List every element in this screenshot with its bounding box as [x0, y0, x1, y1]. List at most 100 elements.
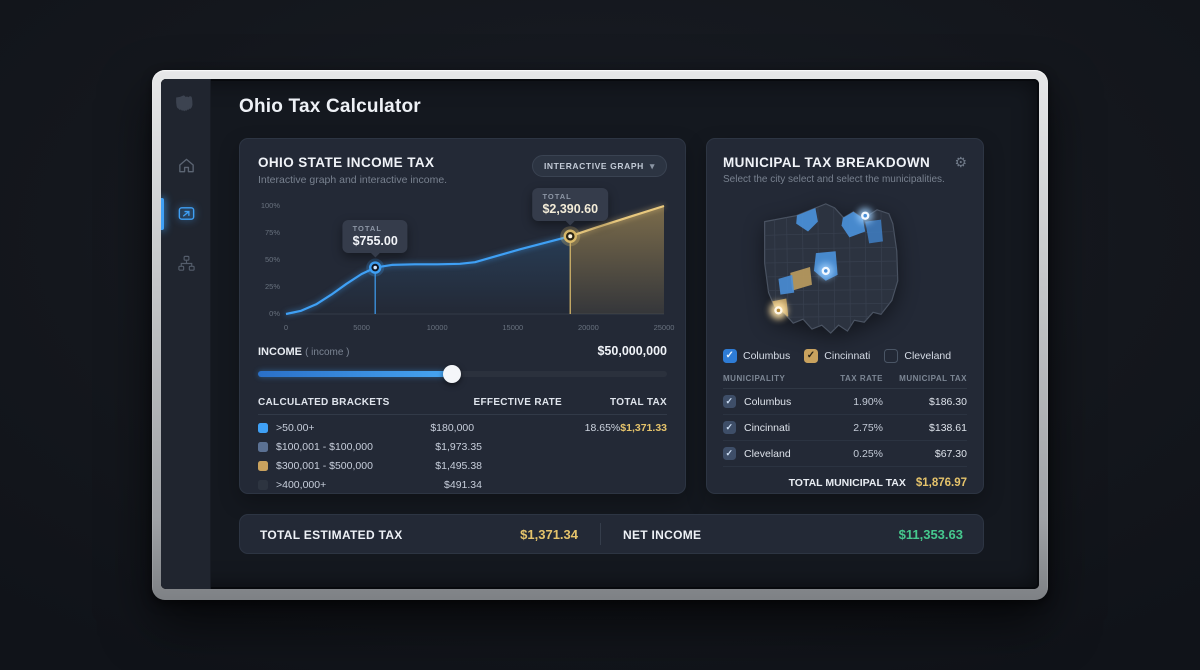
bracket-row: $300,001 - $500,000 $1,495.38: [258, 460, 667, 472]
y-tick: 75%: [264, 228, 280, 237]
tax-rate-value: 2.75%: [853, 421, 883, 434]
municipal-row-columbus: Columbus 1.90% $186.30: [723, 389, 967, 415]
city-marker-cleveland[interactable]: [857, 207, 874, 224]
summary-divider: [600, 523, 601, 545]
row-checkbox[interactable]: [723, 395, 736, 408]
bracket-swatch: [258, 423, 268, 433]
filter-label: Columbus: [743, 350, 791, 362]
checkbox-cincinnati[interactable]: [804, 349, 819, 363]
y-tick: 0%: [269, 309, 280, 318]
municipal-tax-value: $67.30: [934, 447, 967, 460]
bracket-amount: $491.34: [444, 479, 482, 491]
slider-track[interactable]: [258, 371, 667, 377]
active-nav-indicator: [161, 198, 164, 230]
brackets-header-row: CALCULATED BRACKETS EFFECTIVE RATE TOTAL…: [258, 397, 667, 415]
municipal-tax-value: $138.61: [929, 421, 967, 434]
bracket-label: >50.00+: [276, 422, 315, 434]
municipal-tax-card: MUNICIPAL TAX BREAKDOWN Select the city …: [706, 138, 984, 494]
gear-icon[interactable]: ⚙: [954, 154, 967, 170]
y-tick: 100%: [260, 201, 280, 210]
income-label: INCOME ( income ): [258, 346, 350, 358]
filter-label: Cincinnati: [824, 350, 871, 362]
municipal-total-label: TOTAL MUNICIPAL TAX: [788, 477, 906, 489]
chart-marker-blue[interactable]: [366, 258, 385, 314]
bracket-row: >400,000+ $491.34: [258, 479, 667, 491]
municipal-card-title: MUNICIPAL TAX BREAKDOWN: [723, 155, 931, 170]
summary-bar: TOTAL ESTIMATED TAX $1,371.34 NET INCOME…: [239, 514, 984, 554]
y-tick: 50%: [264, 255, 280, 264]
slider-thumb[interactable]: [443, 365, 462, 383]
hierarchy-icon: [177, 255, 195, 271]
row-checkbox[interactable]: [723, 421, 736, 434]
y-tick: 25%: [264, 282, 280, 291]
tax-rate-header: TAX RATE: [840, 374, 883, 383]
chevron-down-icon: ▾: [649, 161, 655, 171]
effective-rate-value: 18.65%: [584, 422, 621, 434]
row-checkbox[interactable]: [723, 447, 736, 460]
filter-cincinnati[interactable]: Cincinnati: [804, 349, 870, 363]
chart-x-axis: 0 5000 10000 15000 20000 25000: [284, 320, 675, 334]
ohio-state-logo: [176, 95, 193, 112]
tooltip-value: $2,390.60: [542, 202, 599, 217]
chart-y-axis: 100% 75% 50% 25% 0%: [258, 200, 286, 320]
bracket-swatch: [258, 480, 268, 490]
chart-marker-gold[interactable]: [560, 226, 581, 314]
total-tax-header: TOTAL TAX: [610, 397, 667, 408]
municipal-total-row: TOTAL MUNICIPAL TAX $1,876.97: [723, 477, 967, 489]
bracket-label: $100,001 - $100,000: [276, 441, 373, 453]
municipal-row-cleveland: Cleveland 0.25% $67.30: [723, 441, 967, 467]
tax-rate-value: 0.25%: [853, 447, 883, 460]
slider-fill: [258, 371, 453, 377]
bracket-swatch: [258, 461, 268, 471]
bracket-row: $100,001 - $100,000 $1,973.35: [258, 441, 667, 453]
sidebar-item-calculator[interactable]: [174, 201, 198, 225]
ohio-map[interactable]: [723, 191, 967, 341]
city-marker-columbus[interactable]: [817, 263, 834, 279]
state-card-title: OHIO STATE INCOME TAX: [258, 155, 435, 170]
chart-tooltip-gold: TOTAL $2,390.60: [532, 188, 609, 222]
bracket-label: >400,000+: [276, 479, 327, 491]
municipality-name: Cleveland: [744, 447, 791, 460]
checkbox-columbus[interactable]: [723, 349, 737, 363]
tooltip-label: TOTAL: [542, 192, 572, 202]
tooltip-value: $755.00: [352, 233, 398, 248]
gold-tax-line: [569, 204, 665, 238]
graph-mode-label: INTERACTIVE GRAPH: [543, 161, 644, 171]
filter-columbus[interactable]: Columbus: [723, 349, 790, 363]
sidebar-item-hierarchy[interactable]: [174, 251, 198, 275]
net-income-value: $11,353.63: [898, 526, 963, 542]
tax-rate-value: 1.90%: [853, 395, 883, 408]
bracket-label: $300,001 - $500,000: [276, 460, 373, 472]
total-tax-value: $1,371.33: [620, 422, 667, 434]
filter-cleveland[interactable]: Cleveland: [884, 349, 951, 363]
municipal-table-header: MUNICIPALITY TAX RATE MUNICIPAL TAX: [723, 374, 967, 389]
chart-plot-area[interactable]: TOTAL $755.00 TOTAL $2,390.60: [285, 188, 665, 320]
x-tick: 20000: [577, 323, 599, 332]
municipality-header: MUNICIPALITY: [723, 374, 786, 383]
brackets-header: CALCULATED BRACKETS: [258, 397, 390, 408]
bracket-row: >50.00+ $180,000 18.65% $1,371.33: [258, 422, 667, 434]
city-marker-cincinnati[interactable]: [769, 301, 788, 320]
income-slider[interactable]: [258, 365, 667, 383]
bracket-amount: $180,000: [430, 422, 475, 434]
total-estimated-tax-value: $1,371.34: [520, 526, 578, 542]
bracket-swatch: [258, 442, 268, 452]
chart-tooltip-blue: TOTAL $755.00: [342, 219, 408, 253]
tooltip-label: TOTAL: [352, 223, 382, 233]
sidebar-item-home[interactable]: [174, 153, 198, 177]
home-icon: [178, 158, 194, 172]
bracket-amount: $1,973.35: [435, 441, 482, 453]
x-tick: 25000: [653, 323, 675, 332]
net-income-label: NET INCOME: [623, 527, 702, 542]
tax-line-chart: [285, 204, 665, 316]
tax-chart[interactable]: 100% 75% 50% 25% 0%: [258, 188, 667, 320]
total-estimated-tax-label: TOTAL ESTIMATED TAX: [260, 527, 403, 542]
gold-area-fill: [570, 206, 664, 314]
checkbox-cleveland[interactable]: [884, 349, 899, 363]
municipal-tax-value: $186.30: [929, 395, 967, 408]
graph-mode-dropdown[interactable]: INTERACTIVE GRAPH ▾: [531, 155, 667, 177]
municipal-card-subtitle: Select the city select and select the mu…: [723, 174, 945, 185]
state-card-subtitle: Interactive graph and interactive income…: [258, 174, 448, 186]
x-tick: 10000: [426, 323, 448, 332]
